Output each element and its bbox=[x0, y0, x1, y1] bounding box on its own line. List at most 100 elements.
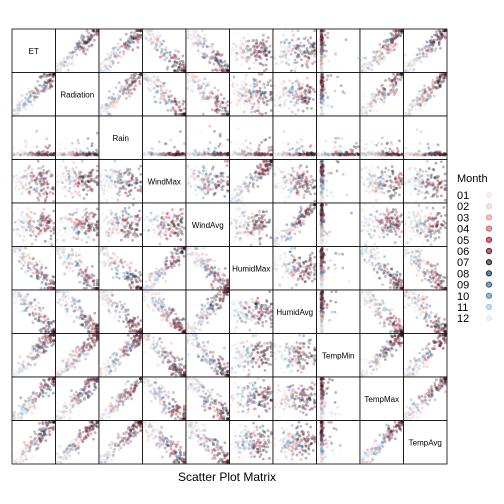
data-point bbox=[68, 55, 72, 59]
data-point bbox=[389, 91, 393, 95]
data-point bbox=[74, 147, 78, 151]
data-point bbox=[246, 187, 250, 191]
data-point bbox=[55, 153, 59, 157]
data-point bbox=[55, 69, 59, 73]
data-point bbox=[265, 99, 269, 103]
data-point bbox=[112, 51, 116, 55]
data-point bbox=[88, 38, 92, 42]
data-point bbox=[28, 164, 32, 168]
data-point bbox=[197, 87, 200, 90]
data-point bbox=[73, 190, 77, 193]
data-point bbox=[111, 97, 114, 101]
data-point bbox=[106, 52, 110, 56]
data-point bbox=[226, 65, 230, 69]
data-point bbox=[418, 107, 422, 111]
data-point bbox=[266, 83, 270, 87]
data-point bbox=[441, 80, 445, 84]
data-point bbox=[223, 64, 227, 68]
data-point bbox=[256, 166, 260, 170]
data-point bbox=[360, 138, 364, 142]
data-point bbox=[81, 39, 84, 42]
data-point bbox=[62, 64, 66, 68]
data-point bbox=[145, 38, 149, 42]
data-point bbox=[52, 199, 56, 203]
data-point bbox=[83, 49, 87, 53]
data-point bbox=[164, 98, 167, 101]
data-point bbox=[263, 48, 267, 52]
data-point bbox=[278, 103, 282, 107]
data-point bbox=[168, 59, 172, 63]
data-point bbox=[344, 38, 348, 42]
data-point bbox=[195, 176, 199, 180]
data-point bbox=[82, 51, 85, 54]
data-point bbox=[194, 183, 198, 187]
data-point bbox=[288, 153, 292, 157]
data-point bbox=[125, 182, 129, 186]
data-point bbox=[62, 63, 65, 66]
data-point bbox=[152, 95, 156, 99]
data-point bbox=[26, 187, 29, 191]
data-point bbox=[81, 47, 84, 51]
data-point bbox=[173, 145, 176, 149]
data-point bbox=[204, 169, 208, 173]
data-point bbox=[411, 58, 415, 62]
data-point bbox=[123, 180, 127, 184]
data-point bbox=[309, 36, 313, 40]
data-point bbox=[182, 100, 186, 104]
data-point bbox=[319, 101, 323, 104]
data-point bbox=[116, 61, 120, 64]
data-point bbox=[13, 112, 17, 116]
data-point bbox=[67, 172, 70, 176]
data-point bbox=[219, 65, 222, 69]
data-point bbox=[235, 199, 239, 203]
data-point bbox=[127, 184, 131, 188]
data-point bbox=[290, 69, 293, 73]
data-point bbox=[163, 81, 167, 85]
data-point bbox=[211, 56, 215, 60]
data-point bbox=[170, 65, 174, 69]
data-point bbox=[55, 69, 59, 73]
data-point bbox=[67, 177, 71, 181]
data-point bbox=[95, 148, 98, 152]
data-point bbox=[155, 90, 159, 94]
data-point bbox=[158, 34, 162, 38]
data-point bbox=[189, 185, 193, 188]
data-point bbox=[240, 93, 244, 97]
data-point bbox=[49, 172, 53, 176]
data-point bbox=[70, 50, 74, 54]
data-point bbox=[197, 83, 200, 87]
data-point bbox=[354, 153, 358, 157]
panel-r0-c9 bbox=[403, 28, 448, 73]
data-point bbox=[139, 180, 143, 184]
data-point bbox=[28, 184, 32, 187]
data-point bbox=[305, 47, 309, 50]
data-point bbox=[44, 176, 48, 180]
data-point bbox=[212, 150, 216, 154]
data-point bbox=[30, 174, 33, 178]
data-point bbox=[57, 69, 61, 73]
data-point bbox=[102, 109, 106, 112]
data-point bbox=[65, 169, 69, 173]
data-point bbox=[187, 146, 190, 150]
data-point bbox=[12, 153, 16, 157]
data-point bbox=[326, 104, 330, 108]
data-point bbox=[191, 89, 194, 93]
data-point bbox=[285, 153, 289, 157]
data-point bbox=[265, 103, 269, 107]
data-point bbox=[421, 43, 425, 47]
data-point bbox=[339, 84, 343, 87]
data-point bbox=[136, 29, 139, 33]
data-point bbox=[313, 199, 317, 203]
data-point bbox=[281, 83, 285, 87]
data-point bbox=[124, 96, 128, 100]
data-point bbox=[362, 62, 366, 66]
data-point bbox=[388, 84, 392, 88]
data-point bbox=[412, 63, 416, 67]
data-point bbox=[283, 167, 287, 171]
data-point bbox=[260, 45, 264, 48]
data-point bbox=[95, 164, 99, 168]
data-point bbox=[291, 43, 294, 47]
data-point bbox=[333, 145, 337, 149]
data-point bbox=[105, 57, 108, 61]
data-point bbox=[83, 42, 87, 45]
